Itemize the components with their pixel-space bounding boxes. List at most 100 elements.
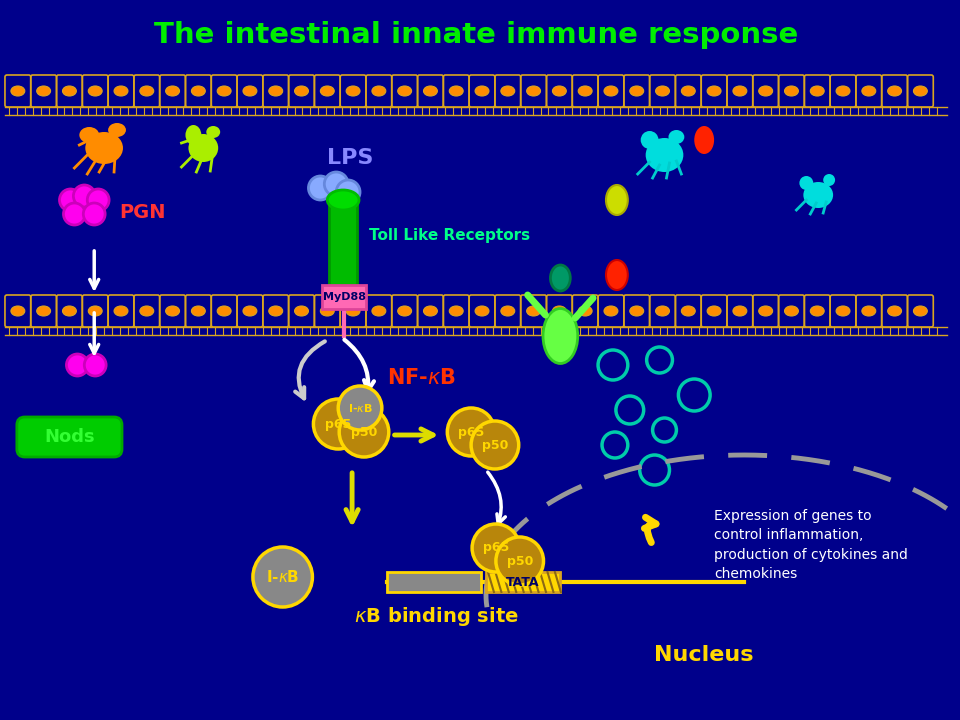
Text: p65: p65: [458, 426, 484, 438]
Ellipse shape: [295, 86, 308, 96]
Ellipse shape: [423, 86, 438, 96]
Circle shape: [60, 189, 82, 211]
Ellipse shape: [269, 86, 282, 96]
Ellipse shape: [630, 306, 643, 316]
Ellipse shape: [372, 306, 386, 316]
Ellipse shape: [188, 134, 218, 162]
Circle shape: [66, 354, 88, 376]
Ellipse shape: [640, 131, 659, 149]
Ellipse shape: [114, 86, 128, 96]
Ellipse shape: [550, 265, 570, 291]
Ellipse shape: [656, 86, 669, 96]
Ellipse shape: [243, 86, 257, 96]
Ellipse shape: [758, 86, 773, 96]
Ellipse shape: [682, 306, 695, 316]
Ellipse shape: [140, 86, 154, 96]
Text: p65: p65: [483, 541, 509, 554]
Ellipse shape: [449, 86, 463, 96]
Ellipse shape: [36, 306, 51, 316]
Ellipse shape: [914, 86, 927, 96]
Ellipse shape: [836, 86, 850, 96]
Ellipse shape: [166, 86, 180, 96]
Ellipse shape: [191, 306, 205, 316]
Text: p50: p50: [482, 438, 508, 451]
Ellipse shape: [823, 174, 835, 186]
Circle shape: [87, 189, 109, 211]
Ellipse shape: [800, 176, 813, 190]
FancyArrowPatch shape: [644, 517, 656, 543]
Circle shape: [313, 399, 363, 449]
Ellipse shape: [321, 306, 334, 316]
Ellipse shape: [682, 86, 695, 96]
Ellipse shape: [217, 86, 231, 96]
Ellipse shape: [347, 86, 360, 96]
Ellipse shape: [604, 306, 618, 316]
Bar: [486, 572, 561, 592]
Ellipse shape: [888, 86, 901, 96]
Ellipse shape: [475, 86, 489, 96]
Ellipse shape: [85, 132, 123, 164]
Text: Toll Like Receptors: Toll Like Receptors: [369, 228, 530, 243]
Circle shape: [447, 408, 495, 456]
Bar: [323, 285, 366, 309]
Ellipse shape: [552, 306, 566, 316]
Ellipse shape: [475, 306, 489, 316]
Ellipse shape: [732, 306, 747, 316]
Ellipse shape: [217, 306, 231, 316]
Ellipse shape: [191, 86, 205, 96]
FancyArrowPatch shape: [488, 472, 505, 523]
Ellipse shape: [708, 306, 721, 316]
Ellipse shape: [88, 306, 102, 316]
Text: Expression of genes to
control inflammation,
production of cytokines and
chemoki: Expression of genes to control inflammat…: [714, 509, 908, 581]
Ellipse shape: [784, 86, 799, 96]
Ellipse shape: [646, 138, 684, 172]
Text: I-$\kappa$B: I-$\kappa$B: [348, 402, 372, 414]
Ellipse shape: [527, 306, 540, 316]
Ellipse shape: [604, 86, 618, 96]
Ellipse shape: [914, 306, 927, 316]
Circle shape: [252, 547, 312, 607]
Ellipse shape: [656, 306, 669, 316]
Ellipse shape: [804, 182, 833, 208]
Text: TATA: TATA: [506, 575, 540, 588]
Ellipse shape: [606, 260, 628, 290]
Ellipse shape: [140, 306, 154, 316]
Ellipse shape: [114, 306, 128, 316]
Ellipse shape: [321, 86, 334, 96]
Circle shape: [308, 176, 332, 200]
Circle shape: [73, 185, 95, 207]
Text: LPS: LPS: [327, 148, 373, 168]
Ellipse shape: [836, 306, 850, 316]
Text: $\kappa$B binding site: $\kappa$B binding site: [354, 606, 518, 629]
Ellipse shape: [630, 86, 643, 96]
Text: PGN: PGN: [119, 202, 165, 222]
Ellipse shape: [708, 86, 721, 96]
Ellipse shape: [243, 306, 257, 316]
Ellipse shape: [108, 123, 126, 137]
FancyArrowPatch shape: [90, 251, 99, 288]
Text: p50: p50: [507, 554, 533, 567]
Ellipse shape: [11, 306, 25, 316]
Ellipse shape: [423, 306, 438, 316]
Ellipse shape: [36, 86, 51, 96]
Circle shape: [496, 537, 543, 585]
Text: Nucleus: Nucleus: [655, 645, 754, 665]
Circle shape: [471, 421, 518, 469]
Text: The intestinal innate immune response: The intestinal innate immune response: [154, 21, 798, 49]
Ellipse shape: [372, 86, 386, 96]
Text: MyD88: MyD88: [323, 292, 366, 302]
Ellipse shape: [501, 306, 515, 316]
Ellipse shape: [694, 126, 714, 154]
Bar: [387, 572, 481, 592]
Ellipse shape: [501, 86, 515, 96]
Ellipse shape: [784, 306, 799, 316]
Ellipse shape: [758, 306, 773, 316]
Ellipse shape: [606, 185, 628, 215]
FancyBboxPatch shape: [17, 417, 122, 457]
Text: p65: p65: [325, 418, 351, 431]
Ellipse shape: [11, 86, 25, 96]
Ellipse shape: [62, 86, 77, 96]
Ellipse shape: [810, 86, 825, 96]
Ellipse shape: [88, 86, 102, 96]
Ellipse shape: [810, 306, 825, 316]
